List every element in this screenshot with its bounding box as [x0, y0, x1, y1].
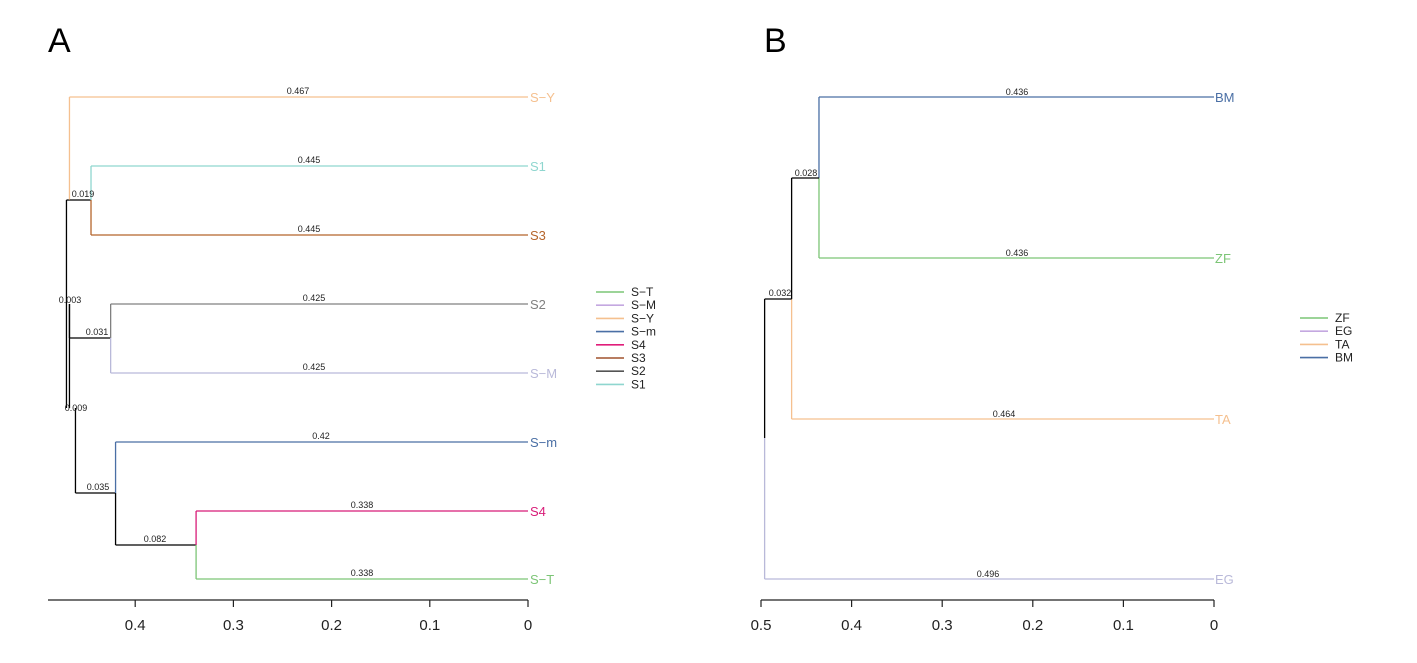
leaf-label: TA [1215, 412, 1231, 427]
legend-label: EG [1335, 324, 1352, 338]
branch-length-label: 0.338 [351, 500, 374, 510]
x-tick-label: 0.1 [1113, 617, 1134, 634]
dendrogram-a-svg: A 0.467 0.445 0.445 0.019 0.425 0.425 0.031 0.00… [48, 22, 656, 634]
x-tick-label: 0.3 [932, 617, 953, 634]
legend-label: S−M [631, 298, 656, 312]
branch-length-label: 0.467 [287, 86, 310, 96]
branch-length-label: 0.028 [795, 168, 818, 178]
leaf-label: S4 [530, 504, 546, 519]
branch-length-label: 0.496 [977, 569, 1000, 579]
x-tick-label: 0.2 [1022, 617, 1043, 634]
x-tick-label: 0.3 [223, 617, 244, 634]
legend-label: TA [1335, 337, 1349, 351]
branch-length-label: 0.425 [303, 362, 326, 372]
leaf-label: S−M [530, 366, 557, 381]
x-tick-label: 0.5 [751, 617, 772, 634]
branch-length-label: 0.082 [144, 534, 167, 544]
legend-label: S−Y [631, 311, 654, 325]
legend-label: BM [1335, 351, 1353, 365]
x-tick-label: 0.4 [125, 617, 146, 634]
branch-length-label: 0.032 [769, 288, 792, 298]
x-tick-label: 0 [1210, 617, 1218, 634]
branch-length-label: 0.445 [298, 155, 321, 165]
branch-length-label: 0.338 [351, 568, 374, 578]
branch-length-label: 0.42 [312, 431, 330, 441]
legend-label: S−m [631, 325, 656, 339]
branch-length-label: 0.425 [303, 293, 326, 303]
leaf-label: S−Y [530, 90, 555, 105]
branch-length-label: 0.436 [1006, 87, 1029, 97]
legend-label: S4 [631, 338, 646, 352]
leaf-label: S3 [530, 228, 546, 243]
branch-length-label: 0.035 [87, 482, 110, 492]
x-tick-label: 0.1 [419, 617, 440, 634]
dendrogram-panel-b: B 0.436 0.436 0.028 0.464 0.032 0.496 BM ZF TA EG 0… [708, 0, 1417, 663]
leaf-label: S1 [530, 159, 546, 174]
branch-length-label: 0.003 [59, 295, 82, 305]
leaf-label: EG [1215, 572, 1234, 587]
panel-label: B [764, 22, 787, 60]
dendrogram-panel-a: A 0.467 0.445 0.445 0.019 0.425 0.425 0.031 0.00… [0, 0, 708, 663]
legend-label: S3 [631, 351, 646, 365]
branch-length-label: 0.031 [86, 327, 109, 337]
legend-label: S1 [631, 377, 646, 391]
legend-label: ZF [1335, 311, 1350, 325]
branch-length-label: 0.019 [72, 189, 95, 199]
panel-label: A [48, 22, 71, 60]
dendrogram-b-svg: B0.4360.4360.0280.4640.0320.496BMZFTAEG0… [751, 22, 1353, 634]
branch-length-label: 0.009 [65, 403, 88, 413]
branch-length-label: 0.445 [298, 224, 321, 234]
branch-length-label: 0.436 [1006, 248, 1029, 258]
leaf-label: BM [1215, 90, 1235, 105]
x-tick-label: 0.2 [321, 617, 342, 634]
x-tick-label: 0 [524, 617, 532, 634]
leaf-label: S2 [530, 297, 546, 312]
legend-label: S−T [631, 285, 654, 299]
x-tick-label: 0.4 [841, 617, 862, 634]
branch-length-label: 0.464 [993, 409, 1016, 419]
leaf-label: S−m [530, 435, 557, 450]
legend-label: S2 [631, 364, 646, 378]
leaf-label: ZF [1215, 251, 1231, 266]
leaf-label: S−T [530, 572, 554, 587]
